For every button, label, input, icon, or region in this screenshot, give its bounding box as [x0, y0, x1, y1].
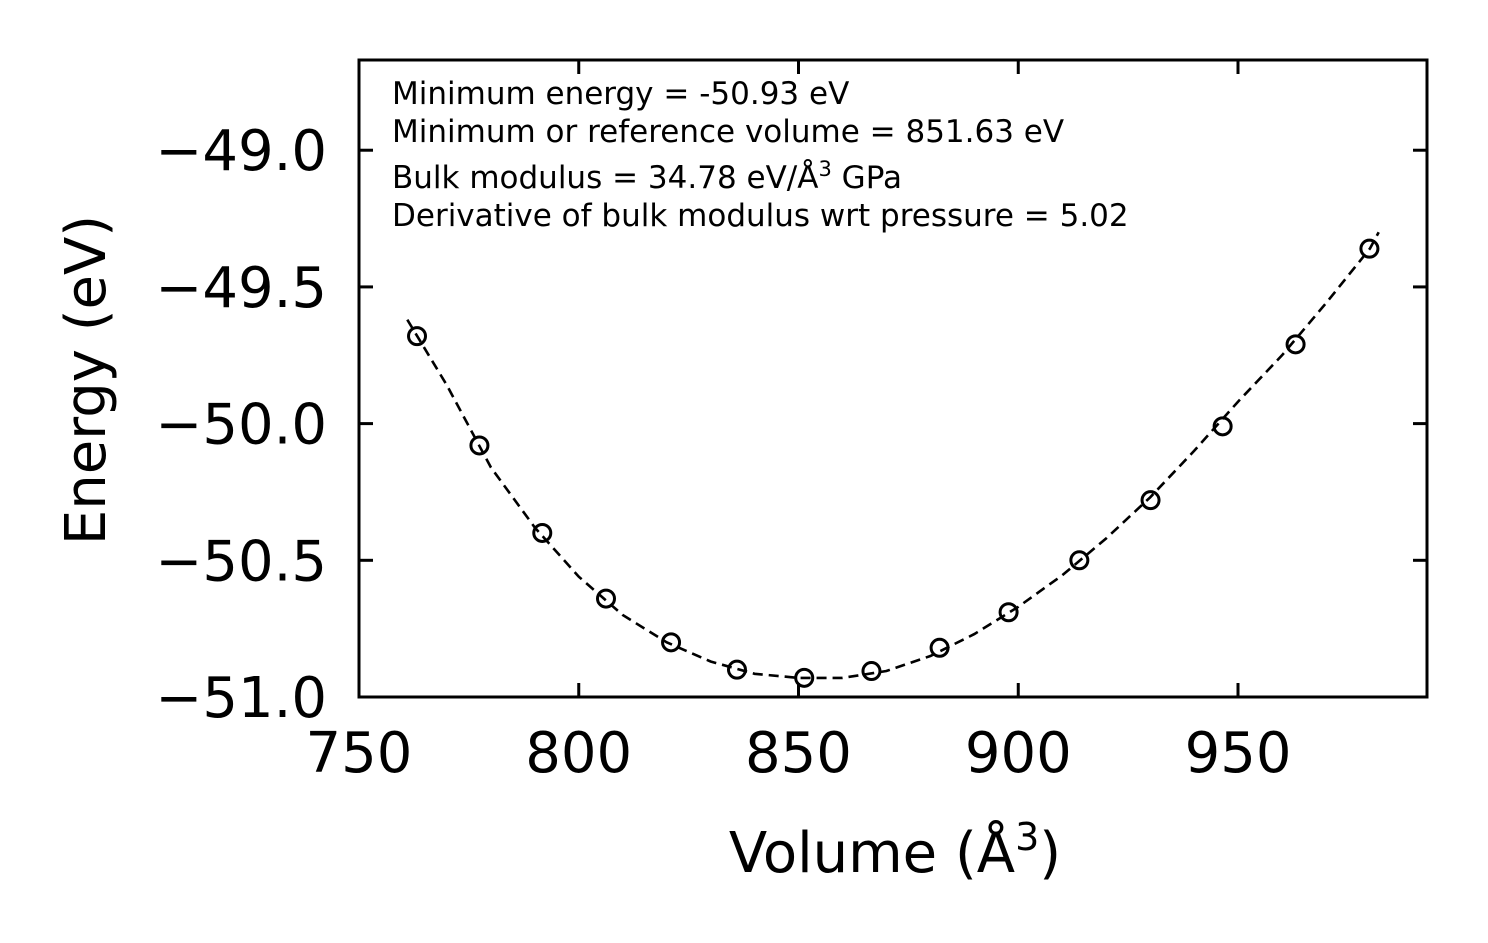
- x-tick-labels: 750 800 850 900 950: [306, 721, 1292, 786]
- annotation-min-energy: Minimum energy = -50.93 eV: [392, 76, 849, 112]
- x-axis-label: Volume (Å3): [729, 815, 1061, 886]
- y-axis-label: Energy (eV): [54, 215, 119, 545]
- data-point-0: [407, 326, 428, 347]
- data-point-10: [1069, 550, 1090, 571]
- data-point-3: [596, 588, 617, 609]
- data-points: [407, 238, 1380, 688]
- x-axis-label-sup: 3: [1015, 815, 1039, 859]
- annotation-bulk-modulus: Bulk modulus = 34.78 eV/Å3 GPa: [392, 157, 902, 196]
- y-tick-labels: −49.0 −49.5 −50.0 −50.5 −51.0: [155, 119, 327, 731]
- bulk-modulus-unit: GPa: [832, 160, 902, 196]
- bulk-modulus-text: Bulk modulus = 34.78 eV/Å: [392, 160, 818, 196]
- annotation-min-volume: Minimum or reference volume = 851.63 eV: [392, 114, 1064, 150]
- plot-area: [357, 58, 1429, 699]
- x-tick-label-3: 900: [965, 721, 1072, 786]
- x-axis-label-end: ): [1039, 821, 1061, 886]
- data-point-1: [469, 435, 490, 456]
- x-tick-label-2: 850: [745, 721, 852, 786]
- y-tick-label-0: −49.0: [155, 119, 327, 184]
- fit-curve: [406, 231, 1380, 680]
- y-tick-label-2: −50.0: [155, 393, 327, 458]
- x-axis-label-text: Volume (Å: [729, 820, 1015, 886]
- annotation-derivative: Derivative of bulk modulus wrt pressure …: [392, 198, 1129, 234]
- data-point-12: [1212, 416, 1233, 437]
- annotation-block: Minimum energy = -50.93 eV Minimum or re…: [392, 76, 1129, 234]
- data-point-14: [1359, 238, 1380, 259]
- y-tick-label-3: −50.5: [155, 529, 327, 594]
- x-tick-label-4: 950: [1185, 721, 1292, 786]
- x-tick-label-1: 800: [525, 721, 632, 786]
- data-point-9: [998, 602, 1019, 623]
- y-tick-label-1: −49.5: [155, 256, 327, 321]
- x-tick-label-0: 750: [306, 721, 413, 786]
- axes-frame: [357, 58, 1429, 699]
- y-tick-label-4: −51.0: [155, 666, 327, 731]
- data-point-5: [726, 659, 747, 680]
- data-point-7: [861, 661, 882, 682]
- data-point-2: [532, 522, 553, 543]
- data-point-13: [1285, 334, 1306, 355]
- data-point-6: [794, 667, 815, 688]
- axis-ticks: [357, 60, 1427, 699]
- bulk-modulus-sup: 3: [818, 157, 831, 181]
- data-point-4: [661, 632, 682, 653]
- data-point-8: [929, 637, 950, 658]
- data-point-11: [1140, 490, 1161, 511]
